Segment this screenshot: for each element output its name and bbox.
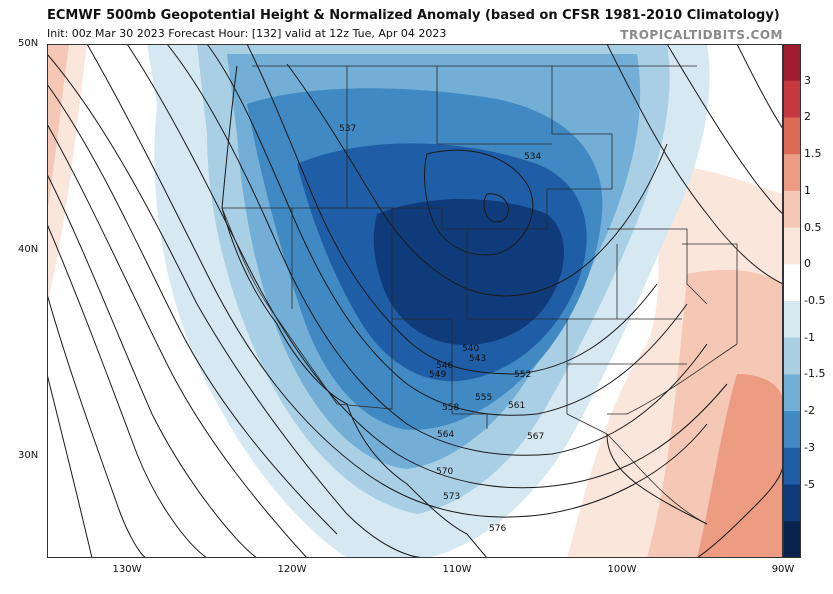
colorbar-segment — [783, 227, 801, 265]
contour-labels: 534 537 540 543 546 549 552 555 558 561 … — [339, 124, 544, 534]
gulf-coastline — [606, 433, 708, 525]
colorbar-label: -2 — [804, 404, 815, 418]
contour-label: 558 — [442, 403, 459, 413]
lat-label-40n: 40N — [18, 244, 39, 255]
colorbar-label: -1 — [804, 330, 815, 344]
colorbar-segment — [783, 374, 801, 412]
colorbar-label: -0.5 — [804, 294, 826, 307]
colorbar-label: -5 — [804, 477, 815, 491]
contour-label: 534 — [524, 152, 541, 162]
colorbar-label: -3 — [804, 440, 815, 454]
colorbar-label: 0 — [804, 257, 811, 271]
lon-label-90w: 90W — [771, 564, 795, 575]
lon-label-110w: 110W — [442, 564, 472, 575]
lon-label-120w: 120W — [277, 564, 307, 575]
contour-label: 537 — [339, 124, 356, 134]
colorbar-segment — [783, 190, 801, 229]
site-brand: TROPICALTIDBITS.COM — [620, 28, 783, 42]
chart-subtitle: Init: 00z Mar 30 2023 Forecast Hour: [13… — [47, 27, 447, 40]
colorbar-label: 3 — [804, 73, 811, 87]
contour-label: 543 — [469, 354, 486, 364]
colorbar-segment — [783, 154, 801, 192]
colorbar-label: 0.5 — [804, 220, 822, 234]
colorbar-label: 2 — [804, 110, 811, 124]
colorbar-segment — [783, 44, 801, 82]
contour-label: 561 — [508, 401, 525, 411]
contour-label: 567 — [527, 432, 544, 442]
contour-label: 555 — [475, 393, 492, 403]
colorbar-label: 1.5 — [804, 147, 822, 161]
colorbar-segment — [783, 484, 801, 522]
contour-label: 573 — [443, 492, 460, 502]
colorbar-segment — [783, 411, 801, 449]
colorbar-label: 1 — [804, 183, 811, 197]
colorbar-segment — [783, 264, 801, 302]
map-frame — [47, 44, 783, 558]
contour-label: 576 — [489, 524, 506, 534]
negative-anomaly-areas — [147, 44, 710, 558]
colorbar-segment — [783, 521, 801, 558]
colorbar-segment — [783, 301, 801, 339]
contour-label: 546 — [436, 361, 453, 371]
colorbar-segment — [783, 447, 801, 486]
contour-label: 549 — [429, 370, 446, 380]
contour-label: 570 — [436, 467, 453, 477]
contour-label: 552 — [514, 370, 531, 380]
lon-label-130w: 130W — [112, 564, 142, 575]
chart-title: ECMWF 500mb Geopotential Height & Normal… — [47, 8, 780, 23]
lat-label-30n: 30N — [18, 450, 39, 461]
colorbar-label: -1.5 — [804, 367, 826, 381]
lat-label-50n: 50N — [18, 38, 39, 49]
contour-label: 540 — [462, 344, 479, 354]
positive-anomaly-areas — [47, 44, 783, 558]
height-contours — [47, 44, 783, 558]
colorbar-segment — [783, 117, 801, 155]
lon-label-100w: 100W — [607, 564, 637, 575]
anomaly-map: 534 537 540 543 546 549 552 555 558 561 … — [47, 44, 783, 558]
state-borders — [221, 65, 738, 525]
gulf-coast-east — [696, 463, 783, 558]
anomaly-colorbar — [783, 44, 801, 558]
colorbar-segment — [783, 337, 801, 375]
colorbar-segment — [783, 80, 801, 118]
pacific-coastline — [221, 65, 488, 558]
contour-label: 564 — [437, 430, 454, 440]
